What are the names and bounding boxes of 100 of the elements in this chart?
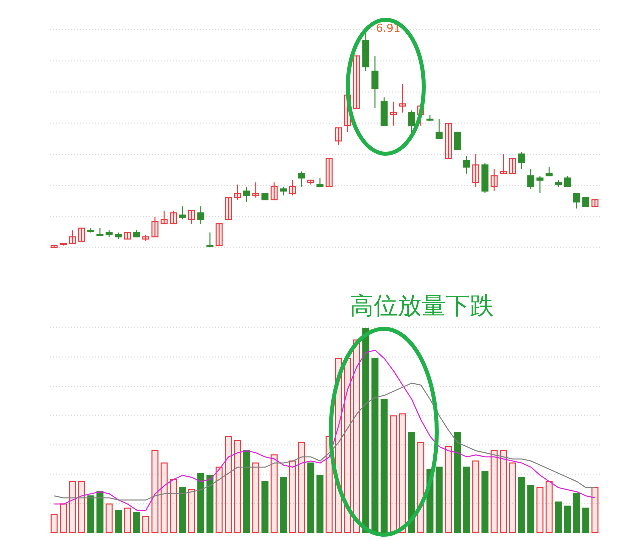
- bar: [436, 466, 443, 533]
- candlestick: [390, 101, 398, 126]
- candlestick: [528, 169, 535, 190]
- bar: [78, 481, 86, 533]
- candlestick: [170, 210, 178, 225]
- bar: [408, 432, 416, 533]
- bar: [88, 496, 95, 533]
- bar: [152, 450, 159, 533]
- bar: [592, 487, 599, 533]
- candlestick: [69, 230, 76, 244]
- candlestick: [518, 152, 526, 170]
- bar: [518, 477, 526, 533]
- bar: [142, 516, 150, 533]
- candlestick: [298, 171, 306, 188]
- candlestick: [124, 232, 132, 240]
- candlestick: [335, 128, 342, 146]
- bar: [206, 475, 214, 533]
- bar: [225, 436, 232, 533]
- bar: [198, 473, 205, 533]
- candlestick: [399, 84, 406, 114]
- candlestick: [96, 228, 104, 236]
- candlestick: [270, 182, 278, 201]
- bar: [573, 494, 580, 533]
- bar: [243, 450, 250, 533]
- candlestick: [289, 180, 296, 196]
- bar: [188, 489, 196, 533]
- candlestick: [78, 228, 86, 242]
- bar: [160, 462, 168, 533]
- bar: [582, 508, 590, 533]
- candlestick: [188, 210, 196, 225]
- bar: [528, 485, 535, 533]
- candlestick: [436, 118, 443, 140]
- candlestick: [160, 210, 168, 225]
- bar: [500, 450, 508, 533]
- bar: [555, 502, 562, 533]
- text: 高位放量下跌: [350, 291, 494, 322]
- bar: [69, 481, 76, 533]
- candlestick: [216, 224, 223, 246]
- bar: [445, 446, 452, 533]
- bar: [463, 466, 470, 533]
- bar: [536, 487, 544, 533]
- bar: [234, 440, 242, 533]
- bar: [308, 462, 315, 533]
- candlestick: [353, 56, 360, 109]
- bar: [216, 466, 223, 533]
- candlestick: [564, 176, 572, 188]
- candlestick: [463, 156, 470, 174]
- candlestick: [198, 206, 205, 225]
- bar: [106, 504, 113, 533]
- annotation: 6.91: [376, 22, 401, 35]
- bar: [262, 481, 269, 533]
- candlestick: [326, 158, 333, 188]
- bar: [252, 462, 260, 533]
- bar: [298, 442, 306, 533]
- bar: [316, 475, 324, 533]
- candlestick: [142, 234, 150, 242]
- candlestick: [445, 123, 452, 160]
- bar: [170, 479, 178, 533]
- bar: [546, 481, 553, 533]
- bar: [564, 506, 572, 533]
- bar: [96, 492, 104, 533]
- bar: [115, 510, 122, 533]
- candlestick: [50, 245, 58, 248]
- candlestick: [454, 132, 462, 150]
- candlestick: [592, 200, 599, 208]
- candlestick: [152, 216, 159, 238]
- bar: [418, 442, 425, 533]
- bar: [472, 460, 480, 533]
- bar: [280, 477, 288, 533]
- bar: [124, 508, 132, 533]
- candlestick: [243, 186, 250, 203]
- bar: [380, 399, 388, 533]
- bar: [482, 471, 489, 533]
- candlestick: [536, 176, 544, 194]
- bar: [509, 462, 516, 533]
- bar: [133, 512, 140, 533]
- candlestick: [252, 182, 260, 198]
- candlestick: [490, 169, 498, 192]
- candlestick: [509, 158, 516, 174]
- candlestick: [225, 197, 232, 220]
- candlestick: [573, 193, 580, 210]
- bar: [454, 432, 462, 533]
- bar: [362, 328, 370, 533]
- bar: [490, 450, 498, 533]
- bar: [270, 454, 278, 533]
- bar: [399, 414, 406, 533]
- candlestick: [308, 180, 315, 186]
- candlestick: [234, 184, 242, 201]
- bar: [353, 340, 360, 533]
- candlestick: [206, 232, 214, 248]
- bar: [50, 514, 58, 533]
- bar: [179, 487, 186, 533]
- candlestick: [472, 154, 480, 188]
- bar: [60, 504, 68, 533]
- candlestick: [372, 56, 379, 109]
- candlestick: [500, 154, 508, 174]
- bar: [289, 460, 296, 533]
- bar: [390, 416, 398, 533]
- bar: [372, 358, 379, 533]
- candlestick: [380, 97, 388, 126]
